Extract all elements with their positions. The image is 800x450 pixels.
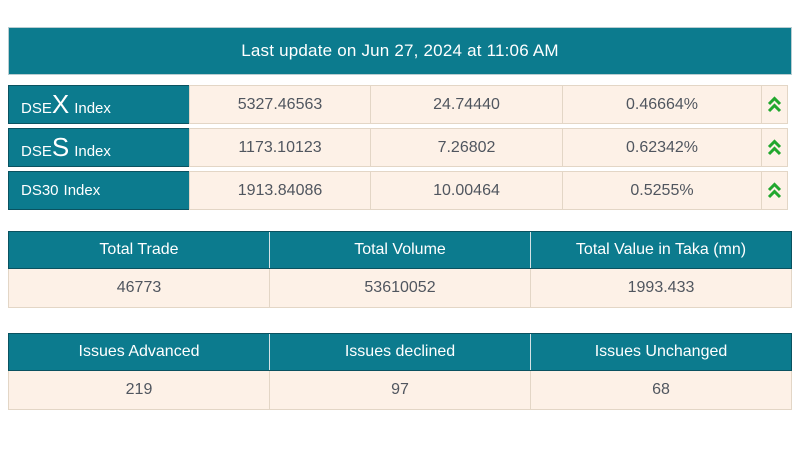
double-chevron-up-icon	[761, 171, 788, 210]
index-value: 5327.46563	[189, 85, 371, 124]
total-volume-header: Total Volume	[270, 232, 531, 268]
double-chevron-up-icon	[761, 85, 788, 124]
table-row-ds30: DS30 Index 1913.84086 10.00464 0.5255%	[8, 171, 792, 210]
index-name-prefix: DS30	[21, 182, 59, 199]
index-percent-change: 0.46664%	[562, 85, 762, 124]
total-volume-value: 53610052	[270, 269, 531, 307]
issues-advanced-value: 219	[9, 371, 270, 409]
issues-value-row: 219 97 68	[8, 371, 792, 410]
index-table: DSE X Index 5327.46563 24.74440 0.46664% D…	[8, 85, 792, 210]
totals-header-row: Total Trade Total Volume Total Value in …	[8, 231, 792, 269]
index-change: 7.26802	[370, 128, 563, 167]
double-chevron-up-icon	[761, 128, 788, 167]
index-value: 1913.84086	[189, 171, 371, 210]
total-value-header: Total Value in Taka (mn)	[531, 232, 791, 268]
index-change: 24.74440	[370, 85, 563, 124]
total-trade-value: 46773	[9, 269, 270, 307]
index-percent-change: 0.5255%	[562, 171, 762, 210]
issues-header-row: Issues Advanced Issues declined Issues U…	[8, 333, 792, 371]
index-name-prefix: DSE	[21, 143, 52, 160]
index-name-prefix: DSE	[21, 100, 52, 117]
index-value: 1173.10123	[189, 128, 371, 167]
index-change: 10.00464	[370, 171, 563, 210]
index-name-suffix: Index	[74, 100, 111, 117]
market-summary-page: Last update on Jun 27, 2024 at 11:06 AM …	[8, 27, 792, 410]
issues-declined-value: 97	[270, 371, 531, 409]
index-percent-change: 0.62342%	[562, 128, 762, 167]
table-row-dsex: DSE X Index 5327.46563 24.74440 0.46664%	[8, 85, 792, 124]
index-name-suffix: Index	[74, 143, 111, 160]
last-update-text: Last update on Jun 27, 2024 at 11:06 AM	[241, 41, 559, 60]
total-trade-header: Total Trade	[9, 232, 270, 268]
index-name-big-letter: S	[51, 132, 70, 162]
issues-unchanged-header: Issues Unchanged	[531, 334, 791, 370]
totals-table: Total Trade Total Volume Total Value in …	[8, 231, 792, 308]
index-name-dsex: DSE X Index	[8, 85, 190, 124]
index-name-ds30: DS30 Index	[8, 171, 190, 210]
total-value-value: 1993.433	[531, 269, 791, 307]
index-name-suffix: Index	[63, 182, 101, 199]
last-update-banner: Last update on Jun 27, 2024 at 11:06 AM	[8, 27, 792, 75]
issues-unchanged-value: 68	[531, 371, 791, 409]
table-row-dses: DSE S Index 1173.10123 7.26802 0.62342%	[8, 128, 792, 167]
issues-advanced-header: Issues Advanced	[9, 334, 270, 370]
issues-table: Issues Advanced Issues declined Issues U…	[8, 333, 792, 410]
index-name-dses: DSE S Index	[8, 128, 190, 167]
totals-value-row: 46773 53610052 1993.433	[8, 269, 792, 308]
index-name-big-letter: X	[51, 89, 70, 119]
issues-declined-header: Issues declined	[270, 334, 531, 370]
